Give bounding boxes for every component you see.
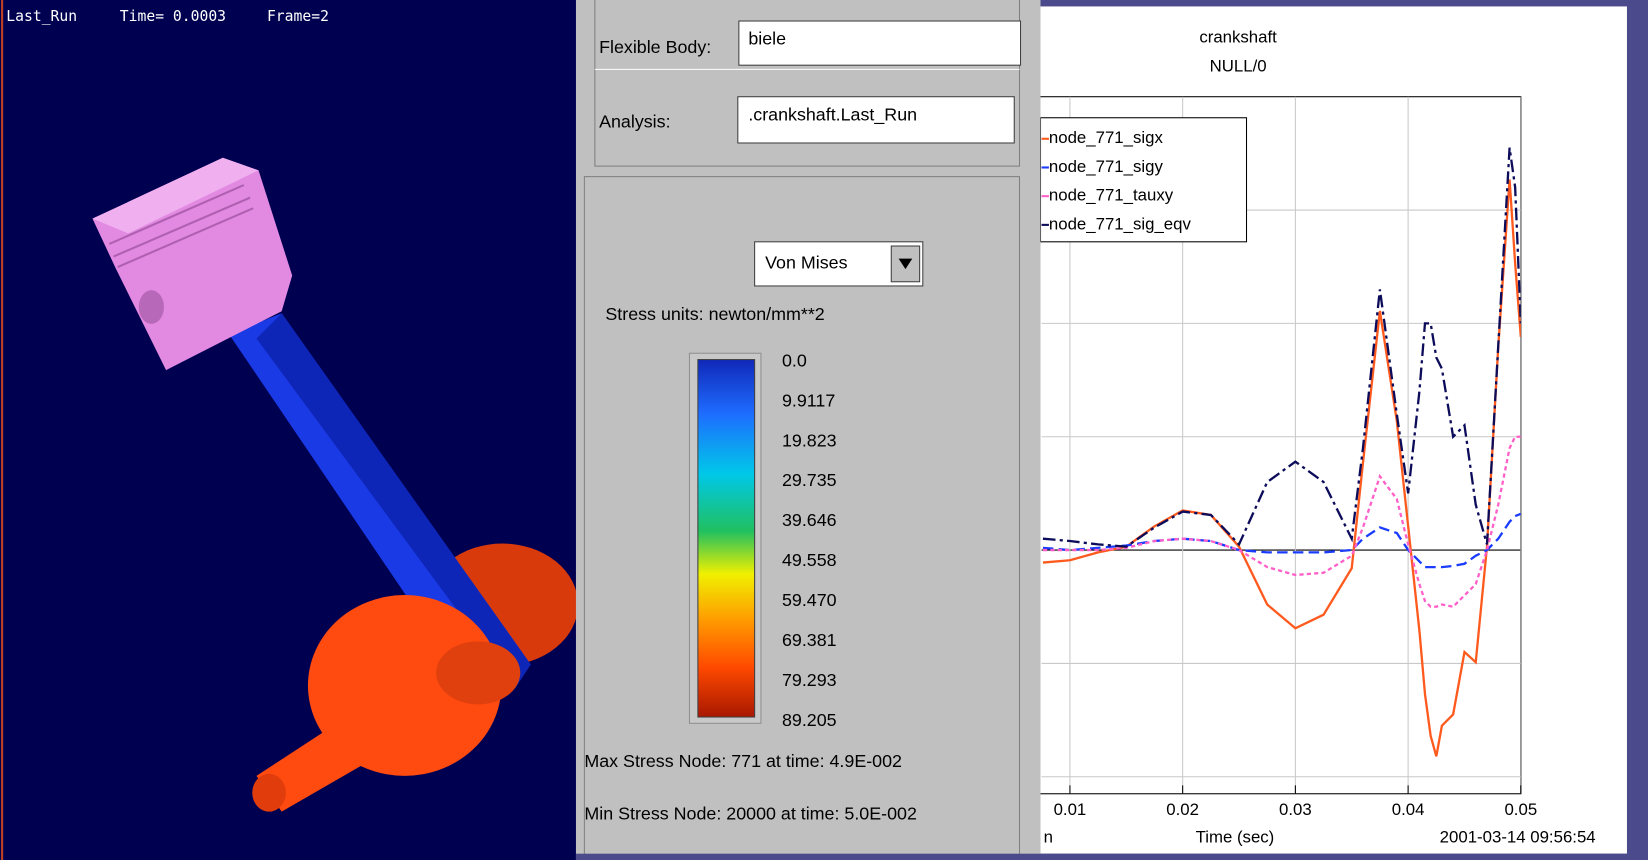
viewport <box>0 0 576 860</box>
x-tick-label: 0.03 <box>1279 800 1312 819</box>
level-label: 29.735 <box>782 470 837 490</box>
flexible-body-label: Flexible Body: <box>599 37 711 57</box>
crank-pin <box>436 641 520 704</box>
level-label: 59.470 <box>782 590 837 610</box>
right-border <box>1627 0 1648 860</box>
stress-units: Stress units: newton/mm**2 <box>605 304 824 324</box>
legend-label: node_771_sigy <box>1049 157 1164 176</box>
level-label: 69.381 <box>782 630 837 650</box>
legend: node_771_sigx node_771_sigy node_771_tauxy… <box>1041 118 1247 242</box>
run-name: Last_Run <box>6 8 77 25</box>
flexible-body-value: biele <box>748 29 786 49</box>
cut-label: n <box>1044 827 1053 846</box>
body: { "viewport": {"run": "Last_Run", "time"… <box>0 0 1648 860</box>
x-tick-label: 0.01 <box>1054 800 1087 819</box>
level-label: 39.646 <box>782 510 837 530</box>
level-label: 0.0 <box>782 350 807 370</box>
analysis-label: Analysis: <box>599 112 670 132</box>
analysis-value: .crankshaft.Last_Run <box>748 104 917 125</box>
level-label: 49.558 <box>782 550 837 570</box>
x-tick-label: 0.04 <box>1392 800 1425 819</box>
stress-type: Von Mises <box>765 253 847 273</box>
plot-title: crankshaft <box>1199 27 1277 46</box>
min-stress: Min Stress Node: 20000 at time: 5.0E-002 <box>584 804 917 824</box>
x-tick-label: 0.02 <box>1166 800 1199 819</box>
colorbar <box>698 360 755 717</box>
wrist-pin-hole <box>139 290 164 324</box>
level-label: 79.293 <box>782 670 837 690</box>
shaft-end <box>252 774 286 812</box>
frame-readout: Frame=2 <box>267 8 329 25</box>
time-readout: Time= 0.0003 <box>120 8 226 25</box>
title-strip <box>1041 0 1648 6</box>
x-tick-label: 0.05 <box>1504 800 1537 819</box>
screen: 0.01 0.02 0.03 0.04 0.05 crankshaft NULL/0 T… <box>0 0 1648 860</box>
legend-label: node_771_tauxy <box>1049 186 1174 205</box>
legend-label: node_771_sigx <box>1049 128 1164 147</box>
bottom-border <box>576 854 1648 860</box>
legend-label: node_771_sig_eqv <box>1049 214 1192 233</box>
x-axis-label: Time (sec) <box>1196 827 1275 846</box>
level-label: 89.205 <box>782 710 837 730</box>
timestamp: 2001-03-14 09:56:54 <box>1440 827 1596 846</box>
level-label: 19.823 <box>782 430 837 450</box>
level-label: 9.9117 <box>782 390 835 410</box>
max-stress: Max Stress Node: 771 at time: 4.9E-002 <box>584 751 902 771</box>
page: Flexible body stress view html, body { m… <box>0 0 1648 860</box>
plot-subtitle: NULL/0 <box>1210 57 1267 76</box>
